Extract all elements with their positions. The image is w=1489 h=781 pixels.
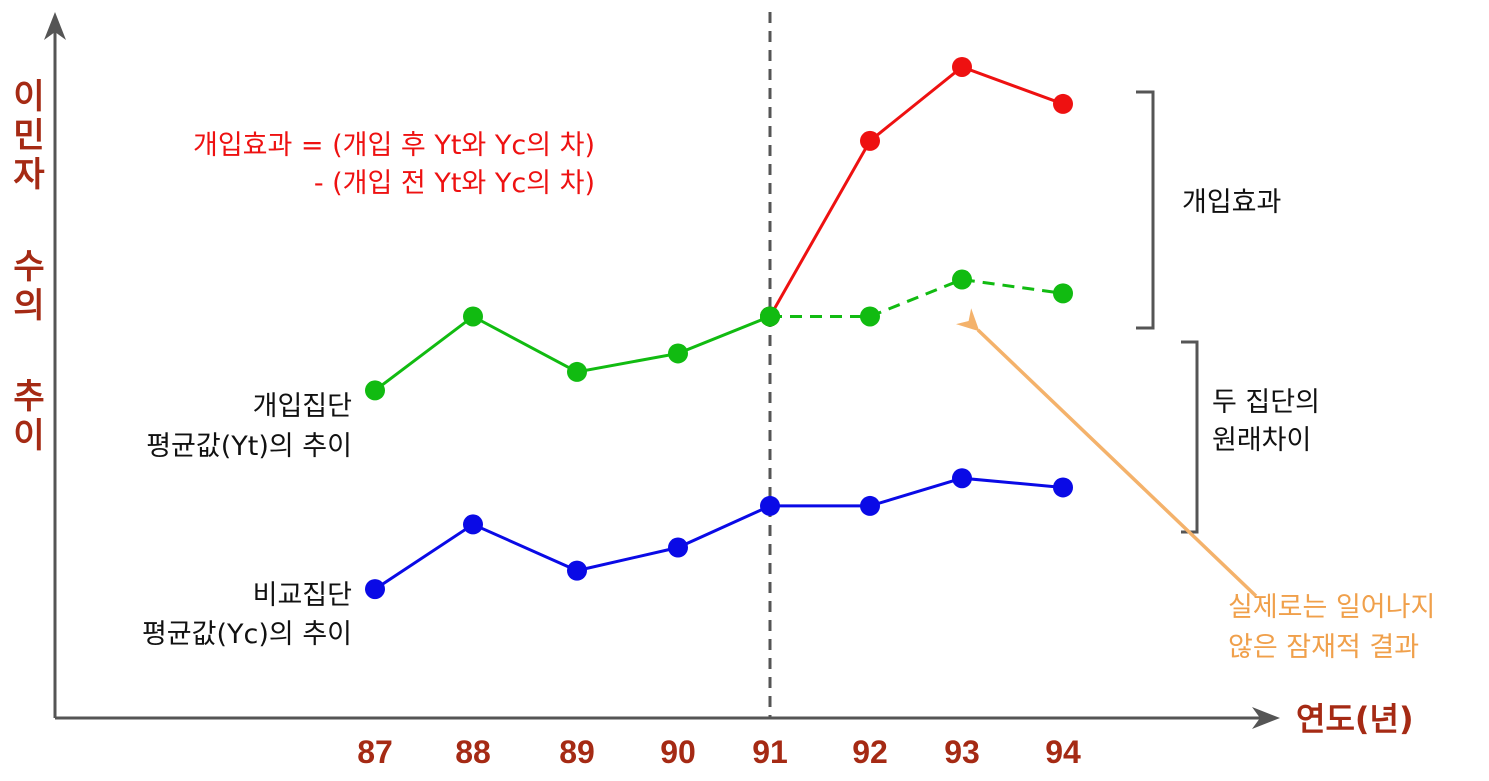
difference-label-line-1: 두 집단의 bbox=[1212, 387, 1320, 418]
data-point bbox=[1053, 93, 1073, 114]
x-tick-labels: 87 88 89 90 91 92 93 94 bbox=[357, 734, 1081, 770]
series-3 bbox=[365, 468, 1073, 600]
x-axis-label: 연도(년) bbox=[1296, 700, 1414, 738]
control-label-line-1: 비교집단 bbox=[253, 580, 352, 611]
formula-line-2: - (개입 전 Yt와 Yc의 차) bbox=[314, 168, 595, 199]
data-point bbox=[860, 130, 880, 151]
data-point bbox=[860, 306, 880, 327]
control-label-line-2: 평균값(Yc)의 추이 bbox=[142, 619, 352, 650]
series-layer bbox=[365, 56, 1073, 600]
data-point bbox=[463, 306, 483, 327]
data-point bbox=[668, 537, 688, 558]
data-point bbox=[952, 468, 972, 489]
data-point bbox=[1053, 283, 1073, 304]
effect-brace bbox=[1136, 90, 1155, 330]
y-label-char: 자 bbox=[13, 155, 44, 195]
data-point bbox=[952, 56, 972, 77]
treated-label-line-2: 평균값(Yt)의 추이 bbox=[146, 431, 352, 462]
data-point bbox=[365, 579, 385, 600]
y-label-char: 이 bbox=[13, 416, 44, 456]
y-axis-label: 이 민 자 수 의 추 이 bbox=[13, 77, 44, 456]
difference-label-line-2: 원래차이 bbox=[1212, 425, 1311, 456]
y-axis-arrow-icon bbox=[44, 12, 66, 40]
x-axis-arrow-icon bbox=[1252, 707, 1280, 729]
difference-brace bbox=[1181, 340, 1199, 534]
x-tick-label: 89 bbox=[559, 734, 595, 770]
series-1 bbox=[365, 306, 780, 401]
y-label-char: 추 bbox=[13, 377, 44, 417]
series-line bbox=[770, 277, 1064, 318]
y-label-char: 의 bbox=[13, 286, 44, 326]
series-0 bbox=[760, 56, 1073, 327]
data-point bbox=[668, 343, 688, 364]
series-2 bbox=[760, 269, 1073, 327]
effect-brace-label: 개입효과 bbox=[1182, 187, 1281, 218]
x-tick-label: 90 bbox=[660, 734, 696, 770]
series-line bbox=[374, 476, 1064, 591]
x-tick-label: 94 bbox=[1045, 734, 1081, 770]
treated-label-line-1: 개입집단 bbox=[253, 391, 352, 422]
data-point bbox=[567, 361, 587, 382]
counterfactual-label-line-1: 실제로는 일어나지 bbox=[1228, 592, 1435, 623]
x-tick-label: 87 bbox=[357, 734, 393, 770]
data-point bbox=[760, 495, 780, 516]
formula-line-1: 개입효과 = (개입 후 Yt와 Yc의 차) bbox=[193, 130, 595, 161]
data-point bbox=[860, 495, 880, 516]
data-point bbox=[952, 269, 972, 290]
counterfactual-arrow bbox=[955, 308, 1258, 598]
x-tick-label: 88 bbox=[455, 734, 491, 770]
y-label-char: 이 bbox=[13, 77, 44, 117]
data-point bbox=[1053, 477, 1073, 498]
data-point bbox=[760, 306, 780, 327]
y-label-char: 민 bbox=[13, 116, 44, 156]
data-point bbox=[365, 380, 385, 401]
x-tick-label: 91 bbox=[752, 734, 788, 770]
x-tick-label: 92 bbox=[852, 734, 888, 770]
x-tick-label: 93 bbox=[944, 734, 980, 770]
counterfactual-label-line-2: 않은 잠재적 결과 bbox=[1228, 632, 1419, 663]
y-label-char: 수 bbox=[13, 247, 44, 287]
data-point bbox=[567, 560, 587, 581]
series-line bbox=[768, 65, 1064, 318]
data-point bbox=[463, 514, 483, 535]
